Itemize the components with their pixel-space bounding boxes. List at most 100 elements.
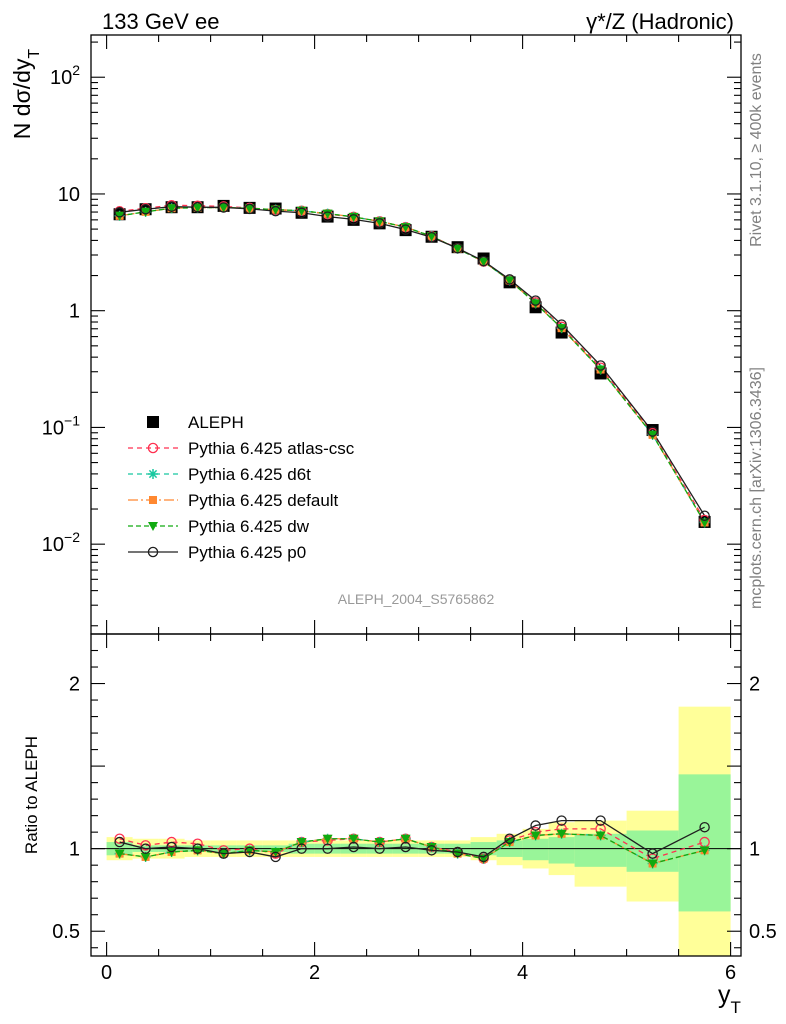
- legend-entry: Pythia 6.425 dw: [128, 517, 310, 536]
- legend: ALEPH Pythia 6.425 atlas-csc Pythia 6.425 …: [128, 413, 355, 562]
- main-point-pythia-6-425-dw: [192, 203, 203, 213]
- main-point-pythia-6-425-p0: [114, 207, 125, 218]
- main-point-pythia-6-425-dw: [322, 209, 333, 219]
- ratio-point-pythia-6-425-dw: [530, 831, 541, 841]
- ratio-point-pythia-6-425-p0: [452, 846, 463, 858]
- ratio-point-pythia-6-425-p0: [270, 851, 281, 863]
- main-series-layer: [113, 199, 711, 528]
- ratio-line-pythia-6-425-p0: [119, 819, 705, 858]
- ratio-uncertainty-bands: [91, 706, 741, 956]
- ratio-point-pythia-6-425-p0: [426, 845, 437, 856]
- main-point-pythia-6-425-p0: [452, 242, 463, 254]
- main-point-pythia-6-425-dw: [478, 257, 489, 267]
- y-tick-label: 10−2: [42, 529, 80, 556]
- ratio-y-axis-title: Ratio to ALEPH: [22, 736, 41, 854]
- main-point-pythia-6-425-dw: [530, 299, 541, 309]
- energy-label: 133 GeV ee: [102, 9, 219, 34]
- ratio-point-pythia-6-425-dw: [140, 852, 151, 862]
- svg-text:N dσ/dyT: N dσ/dyT: [9, 49, 43, 140]
- main-point-pythia-6-425-dw: [140, 207, 151, 217]
- legend-label: Pythia 6.425 dw: [188, 517, 310, 536]
- x-tick-label: 2: [309, 962, 320, 984]
- main-point-pythia-6-425-p0: [244, 203, 255, 215]
- ratio-line-pythia-6-425-default: [119, 833, 705, 865]
- ratio-y-tick-label-right: 2: [749, 674, 760, 696]
- ratio-point-pythia-6-425-p0: [556, 815, 567, 826]
- main-point-pythia-6-425-p0: [426, 232, 437, 243]
- legend-label: Pythia 6.425 atlas-csc: [188, 439, 355, 458]
- ratio-point-pythia-6-425-p0: [348, 841, 359, 853]
- analysis-id-label: ALEPH_2004_S5765862: [338, 591, 495, 607]
- inner-band-bin: [678, 774, 731, 912]
- legend-label: Pythia 6.425 default: [188, 491, 339, 510]
- main-point-pythia-6-425-p0: [400, 224, 411, 235]
- legend-entry: Pythia 6.425 d6t: [128, 465, 311, 484]
- main-point-pythia-6-425-p0: [140, 203, 151, 215]
- ratio-y-tick-label-left: 2: [69, 674, 80, 696]
- source-label: mcplots.cern.ch [arXiv:1306.3436]: [748, 367, 765, 609]
- ratio-point-pythia-6-425-p0: [699, 821, 710, 833]
- ratio-point-pythia-6-425-dw: [556, 829, 567, 839]
- main-point-pythia-6-425-dw: [426, 232, 437, 242]
- inner-band-bin: [522, 838, 549, 861]
- main-point-pythia-6-425-p0: [322, 211, 333, 222]
- ratio-point-pythia-6-425-dw: [699, 846, 710, 856]
- ratio-plot-frame: [90, 633, 742, 957]
- ratio-point-pythia-6-425-p0: [595, 815, 606, 826]
- legend-entry: Pythia 6.425 atlas-csc: [128, 439, 355, 458]
- legend-entry: ALEPH: [147, 413, 244, 432]
- main-point-pythia-6-425-dw: [244, 204, 255, 214]
- ratio-point-pythia-6-425-dw: [296, 838, 307, 848]
- main-point-pythia-6-425-p0: [270, 205, 281, 217]
- ratio-y-tick-label-right: 0.5: [749, 921, 777, 943]
- axes-layer: 0 2 4 6 10−2 10−1 1 10 102 0.5 0.5 1 1 2 2: [42, 34, 777, 984]
- main-point-pythia-6-425-p0: [556, 319, 567, 330]
- legend-entry: Pythia 6.425 p0: [128, 543, 306, 562]
- ratio-point-pythia-6-425-dw: [322, 834, 333, 844]
- main-point-pythia-6-425-p0: [699, 510, 710, 522]
- legend-label: Pythia 6.425 p0: [188, 543, 306, 562]
- legend-marker: [149, 496, 157, 504]
- ratio-point-pythia-6-425-dw: [166, 847, 177, 857]
- inner-band-bin: [548, 837, 575, 864]
- ratio-point-pythia-6-425-p0: [504, 833, 515, 845]
- main-point-pythia-6-425-dw: [270, 205, 281, 215]
- y-tick-label: 10−1: [42, 412, 80, 439]
- ratio-point-pythia-6-425-p0: [140, 843, 151, 854]
- ratio-point-pythia-6-425-p0: [244, 846, 255, 858]
- legend-marker: [148, 522, 158, 531]
- main-point-pythia-6-425-p0: [647, 426, 658, 437]
- main-point-pythia-6-425-p0: [478, 255, 489, 267]
- main-point-pythia-6-425-p0: [374, 218, 385, 229]
- legend-marker: [147, 442, 159, 454]
- ratio-point-pythia-6-425-dw: [647, 859, 658, 869]
- y-tick-label: 1: [69, 301, 80, 323]
- ratio-point-pythia-6-425-atlas-csc: [140, 840, 151, 851]
- ratio-point-pythia-6-425-p0: [400, 841, 411, 853]
- ratio-point-pythia-6-425-p0: [114, 836, 125, 848]
- ratio-series-layer: [114, 815, 710, 869]
- main-y-axis-title: N dσ/dyT: [9, 49, 43, 140]
- svg-text:yT: yT: [718, 981, 741, 1017]
- x-tick-label: 6: [725, 962, 736, 984]
- ratio-point-pythia-6-425-dw: [400, 834, 411, 844]
- ratio-point-pythia-6-425-atlas-csc: [114, 833, 125, 845]
- main-point-pythia-6-425-dw: [699, 518, 710, 528]
- ratio-point-pythia-6-425-dw: [114, 849, 125, 859]
- main-point-pythia-6-425-p0: [348, 214, 359, 225]
- main-point-pythia-6-425-p0: [218, 202, 229, 213]
- main-point-pythia-6-425-p0: [192, 201, 203, 213]
- legend-marker: [148, 469, 158, 479]
- ratio-point-pythia-6-425-p0: [530, 820, 541, 831]
- x-tick-label: 4: [517, 962, 528, 984]
- ratio-y-tick-label-left: 1: [69, 839, 80, 861]
- ratio-point-pythia-6-425-dw: [348, 834, 359, 844]
- ratio-point-pythia-6-425-dw: [595, 831, 606, 841]
- main-point-pythia-6-425-p0: [504, 274, 515, 285]
- legend-label: ALEPH: [188, 413, 244, 432]
- ratio-point-pythia-6-425-dw: [426, 843, 437, 853]
- process-label: γ*/Z (Hadronic): [586, 9, 734, 34]
- ratio-point-pythia-6-425-p0: [374, 843, 385, 854]
- ratio-point-pythia-6-425-p0: [296, 843, 307, 854]
